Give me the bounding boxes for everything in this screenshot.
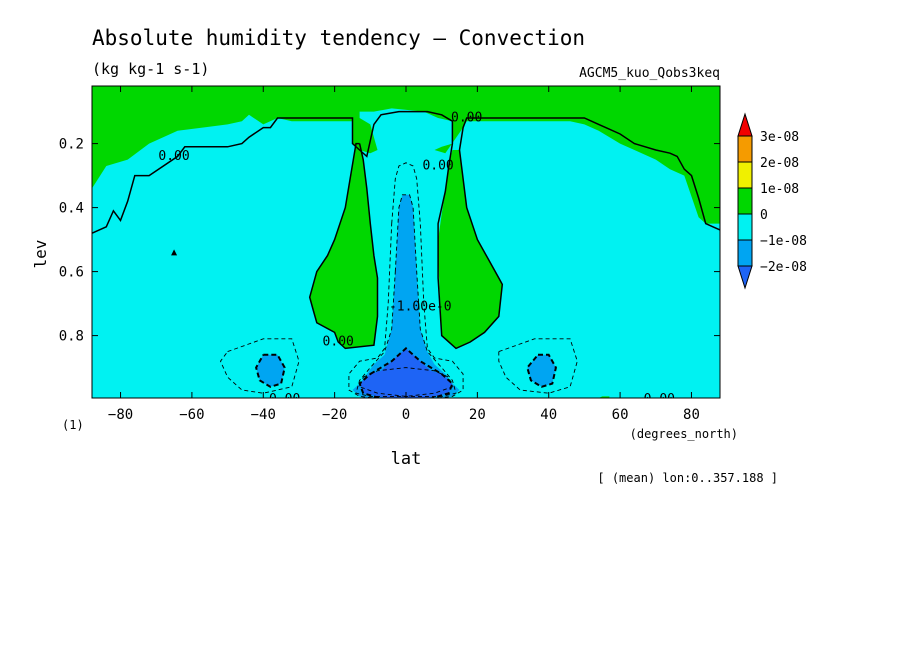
x-tick-label: 0 xyxy=(402,407,410,423)
colorbar-top-triangle xyxy=(737,112,753,137)
y-tick-label: 0.6 xyxy=(59,265,84,281)
axis-note: (1) xyxy=(62,418,84,432)
chart-title: Absolute humidity tendency — Convection xyxy=(92,26,585,50)
contour-line xyxy=(308,142,379,350)
y-tick-label: 0.2 xyxy=(59,137,84,153)
contour-line xyxy=(526,353,557,388)
dataset-label: AGCM5_kuo_Qobs3keq xyxy=(579,66,720,81)
x-axis-label: lat xyxy=(391,449,422,469)
colorbar-legend: 3e-08 2e-08 1e-08 0 −1e-08 −2e-08 xyxy=(737,112,807,290)
x-axis: −80 −60 −40 −20 0 20 40 60 80 xyxy=(108,86,700,423)
contour-label: -1.00e-0 xyxy=(389,299,452,314)
colorbar-segment xyxy=(737,213,753,241)
contour-line xyxy=(255,353,286,388)
contour-label: 0.00 xyxy=(422,159,453,174)
colorbar-bottom-triangle xyxy=(737,265,753,290)
x-tick-label: −60 xyxy=(179,407,204,423)
contour-line xyxy=(359,367,453,397)
y-axis-label: lev xyxy=(31,240,50,269)
footnote: [ (mean) lon:0..357.188 ] xyxy=(597,471,778,485)
plot-area: 0.00 0.00 0.00 0.00 -1.00e-0 0.00 0.00 xyxy=(91,85,721,407)
x-tick-label: 20 xyxy=(469,407,486,423)
shaded-region xyxy=(359,348,453,398)
shaded-region xyxy=(527,354,556,387)
contour-label: 0.00 xyxy=(323,335,354,350)
contour-label: 0.00 xyxy=(158,149,189,164)
shaded-region xyxy=(92,86,720,224)
colorbar-segment xyxy=(737,161,753,189)
colorbar-segment xyxy=(737,187,753,215)
x-tick-label: 60 xyxy=(612,407,629,423)
x-tick-label: 40 xyxy=(540,407,557,423)
shaded-region xyxy=(438,150,503,349)
x-tick-label: −20 xyxy=(322,407,347,423)
contour-line xyxy=(358,347,454,398)
shaded-region xyxy=(352,194,460,398)
contour-label: 0.00 xyxy=(644,392,675,407)
x-axis-units: (degrees_north) xyxy=(630,427,738,441)
contour-label: 0.00 xyxy=(451,111,482,126)
contour-label: 0.00 xyxy=(269,392,300,407)
contour-line xyxy=(355,194,457,397)
contour-line xyxy=(498,338,578,394)
x-tick-label: 80 xyxy=(683,407,700,423)
shaded-region xyxy=(256,354,285,387)
contour-line xyxy=(92,110,720,350)
shaded-region xyxy=(309,143,378,349)
x-tick-label: −80 xyxy=(108,407,133,423)
y-tick-label: 0.8 xyxy=(59,329,84,345)
marker xyxy=(171,249,178,256)
contour-line xyxy=(219,338,300,394)
colorbar-label: 2e-08 xyxy=(760,156,799,171)
colorbar-segment xyxy=(737,239,753,267)
y-tick-label: 0.4 xyxy=(59,201,84,217)
colorbar-label: 0 xyxy=(760,208,768,223)
colorbar-segment xyxy=(737,135,753,163)
colorbar-label: 3e-08 xyxy=(760,130,799,145)
colorbar-label: −1e-08 xyxy=(760,234,807,249)
colorbar-label: 1e-08 xyxy=(760,182,799,197)
contour-line xyxy=(348,162,464,398)
colorbar-label: −2e-08 xyxy=(760,260,807,275)
y-axis: 0.2 0.4 0.6 0.8 xyxy=(59,137,720,345)
chart-units: (kg kg-1 s-1) xyxy=(92,60,209,78)
x-tick-label: −40 xyxy=(251,407,276,423)
